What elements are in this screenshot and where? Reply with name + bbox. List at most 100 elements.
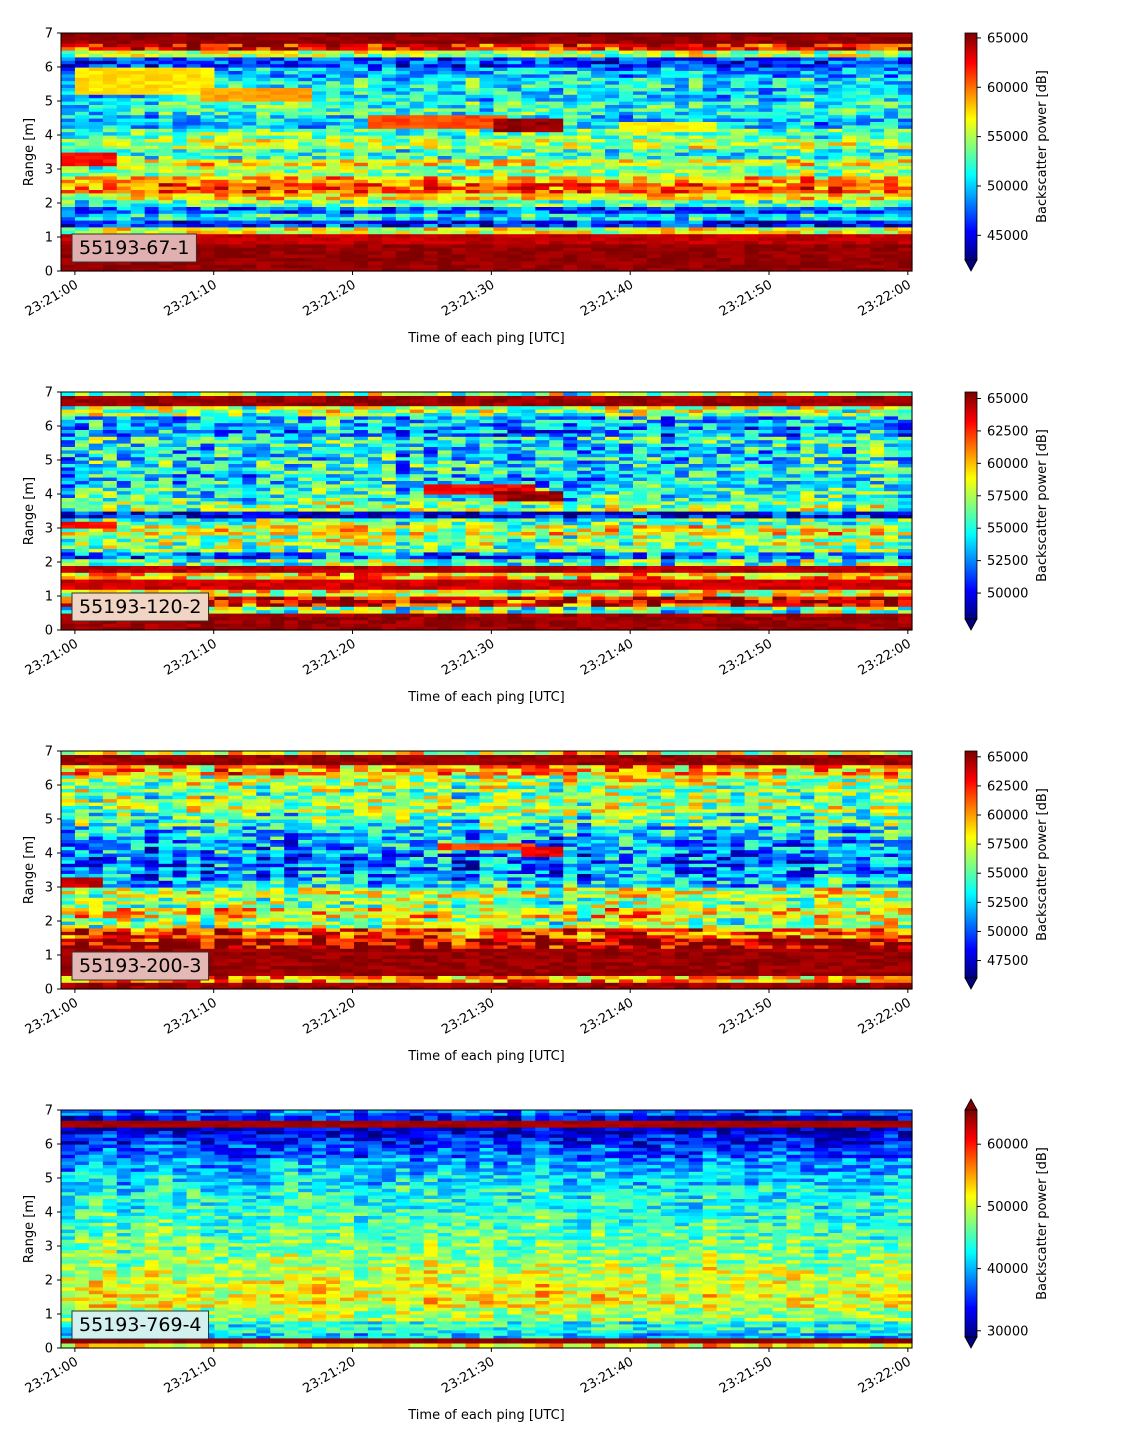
heatmap-cell (144, 514, 160, 519)
heatmap-cell (716, 152, 732, 156)
heatmap-cell (828, 73, 843, 78)
heatmap-cell (842, 36, 857, 41)
heatmap-cell (256, 101, 271, 105)
heatmap-cell (619, 158, 634, 163)
colorbar-segment (965, 252, 977, 255)
heatmap-cell (493, 124, 509, 129)
heatmap-cell (61, 511, 76, 515)
heatmap-cell (730, 203, 746, 207)
heatmap-cell (674, 203, 690, 207)
heatmap-cell (312, 67, 327, 71)
heatmap-cell (660, 189, 676, 194)
heatmap-cell (674, 264, 690, 269)
heatmap-cell (61, 606, 76, 611)
heatmap-cell (786, 169, 801, 173)
heatmap-cell (632, 158, 648, 163)
heatmap-cell (605, 87, 620, 92)
heatmap-cell (186, 165, 202, 170)
heatmap-cell (563, 135, 578, 139)
heatmap-cell (102, 172, 118, 177)
heatmap-cell (144, 121, 160, 126)
heatmap-cell (772, 145, 788, 150)
heatmap-cell (716, 43, 732, 48)
heatmap-cell (423, 237, 439, 241)
heatmap-cell (116, 405, 132, 410)
heatmap-cell (144, 439, 160, 444)
heatmap-cell (256, 260, 271, 265)
heatmap-cell (242, 199, 257, 204)
heatmap-cell (186, 230, 202, 235)
heatmap-cell (61, 592, 76, 597)
heatmap-cell (800, 36, 815, 41)
heatmap-cell (660, 101, 676, 105)
heatmap-cell (381, 97, 397, 102)
heatmap-cell (730, 63, 746, 68)
heatmap-cell (158, 141, 174, 146)
heatmap-cell (563, 203, 578, 207)
heatmap-cell (688, 165, 704, 170)
heatmap-cell (284, 226, 299, 231)
heatmap-cell (158, 517, 174, 522)
heatmap-cell (716, 243, 732, 248)
heatmap-cell (772, 131, 788, 136)
heatmap-cell (814, 189, 829, 194)
heatmap-cell (856, 243, 871, 248)
heatmap-cell (507, 141, 522, 146)
heatmap-cell (144, 264, 160, 269)
heatmap-cell (298, 148, 313, 153)
heatmap-cell (591, 67, 606, 71)
heatmap-cell (395, 243, 411, 248)
heatmap-cell (716, 196, 732, 201)
heatmap-cell (772, 189, 788, 194)
heatmap-cell (632, 94, 648, 99)
heatmap-cell (730, 131, 746, 136)
heatmap-cell (479, 264, 495, 269)
heatmap-cell (116, 483, 132, 488)
heatmap-cell (451, 118, 467, 122)
heatmap-cell (451, 131, 467, 136)
heatmap-cell (312, 247, 327, 252)
heatmap-cell (493, 179, 509, 184)
heatmap-cell (326, 264, 341, 269)
heatmap-cell (270, 33, 285, 37)
heatmap-cell (228, 53, 243, 58)
heatmap-cell (702, 199, 718, 204)
heatmap-cell (256, 209, 271, 214)
heatmap-cell (870, 121, 885, 126)
heatmap-cell (130, 260, 146, 265)
heatmap-cell (423, 240, 439, 245)
heatmap-cell (298, 145, 313, 150)
heatmap-cell (367, 213, 383, 218)
heatmap-cell (577, 53, 592, 58)
heatmap-cell (340, 128, 355, 133)
heatmap-cell (353, 114, 369, 119)
heatmap-cell (130, 97, 146, 102)
heatmap-cell (61, 199, 76, 204)
heatmap-cell (507, 196, 522, 201)
heatmap-cell (479, 77, 495, 82)
heatmap-cell (130, 531, 146, 536)
heatmap-cell (409, 186, 425, 190)
heatmap-cell (521, 247, 536, 252)
heatmap-cell (116, 46, 132, 51)
heatmap-cell (88, 402, 104, 407)
heatmap-cell (730, 148, 746, 153)
heatmap-cell (214, 46, 230, 51)
heatmap-cell (74, 118, 90, 122)
heatmap-cell (591, 223, 606, 228)
heatmap-cell (814, 216, 829, 221)
heatmap-cell (200, 192, 216, 197)
heatmap-cell (200, 203, 216, 207)
heatmap-cell (326, 152, 341, 156)
heatmap-cell (619, 182, 634, 187)
heatmap-cell (61, 626, 76, 631)
heatmap-cell (451, 145, 467, 150)
heatmap-cell (74, 162, 90, 167)
heatmap-cell (646, 250, 662, 255)
heatmap-cell (828, 223, 843, 228)
heatmap-cell (186, 94, 202, 99)
heatmap-cell (172, 155, 188, 160)
heatmap-cell (758, 67, 774, 71)
heatmap-cell (619, 33, 634, 37)
heatmap-cell (256, 250, 271, 255)
